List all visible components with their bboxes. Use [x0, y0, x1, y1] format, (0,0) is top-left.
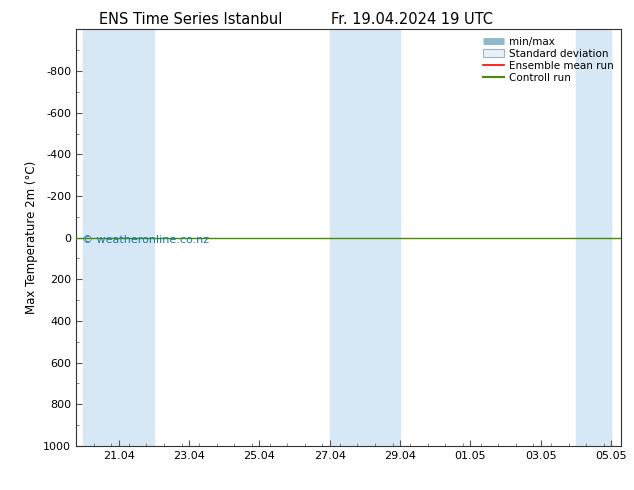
Text: Fr. 19.04.2024 19 UTC: Fr. 19.04.2024 19 UTC: [331, 12, 493, 27]
Y-axis label: Max Temperature 2m (°C): Max Temperature 2m (°C): [25, 161, 37, 314]
Bar: [576, 29, 611, 446]
Legend: min/max, Standard deviation, Ensemble mean run, Controll run: min/max, Standard deviation, Ensemble me…: [481, 35, 616, 85]
Bar: [119, 29, 154, 446]
Bar: [330, 29, 365, 446]
Text: © weatheronline.co.nz: © weatheronline.co.nz: [82, 235, 209, 245]
Bar: [365, 29, 400, 446]
Bar: [84, 29, 119, 446]
Text: ENS Time Series Istanbul: ENS Time Series Istanbul: [98, 12, 282, 27]
